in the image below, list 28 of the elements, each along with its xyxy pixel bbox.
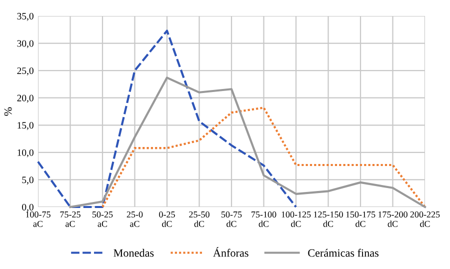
x-tick-label: 175-200 dC bbox=[378, 211, 408, 227]
x-tick-label: 100-75 aC bbox=[26, 211, 50, 227]
x-tick-label: 0-25 dC bbox=[159, 211, 175, 227]
legend-label: Ánforas bbox=[213, 247, 248, 257]
x-tick-label: 50-25 aC bbox=[92, 211, 113, 227]
line-series bbox=[101, 106, 426, 208]
x-tick-label: 75-100 dC bbox=[252, 211, 276, 227]
x-tick-label: 25-50 dC bbox=[189, 211, 210, 227]
y-tick-label: 25,0 bbox=[17, 67, 34, 76]
y-tick-label: 30,0 bbox=[17, 40, 34, 48]
x-tick-label: 125-150 dC bbox=[314, 211, 343, 227]
legend-label: Cerámicas finas bbox=[308, 248, 378, 257]
y-tick-label: 15,0 bbox=[18, 122, 34, 130]
x-tick-label: 75-25 aC bbox=[60, 211, 80, 227]
y-tick-label: 10,0 bbox=[18, 149, 34, 158]
line-series bbox=[69, 76, 426, 208]
legend-label: Monedas bbox=[114, 248, 154, 257]
y-tick-label: 5,0 bbox=[22, 176, 34, 185]
x-tick-label: 25-0 aC bbox=[126, 211, 143, 227]
y-tick-label: 20,0 bbox=[17, 94, 34, 103]
x-tick-label: 100-125 dC bbox=[282, 211, 311, 227]
y-axis-title: % bbox=[4, 107, 12, 116]
x-tick-label: 200-225 dC bbox=[410, 211, 440, 227]
x-tick-label: 50-75 dC bbox=[221, 211, 242, 227]
line-series bbox=[36, 30, 298, 208]
y-tick-label: 35,0 bbox=[17, 12, 34, 21]
x-tick-label: 150-175 dC bbox=[346, 211, 376, 227]
y-tick-label: 0,0 bbox=[22, 204, 34, 212]
